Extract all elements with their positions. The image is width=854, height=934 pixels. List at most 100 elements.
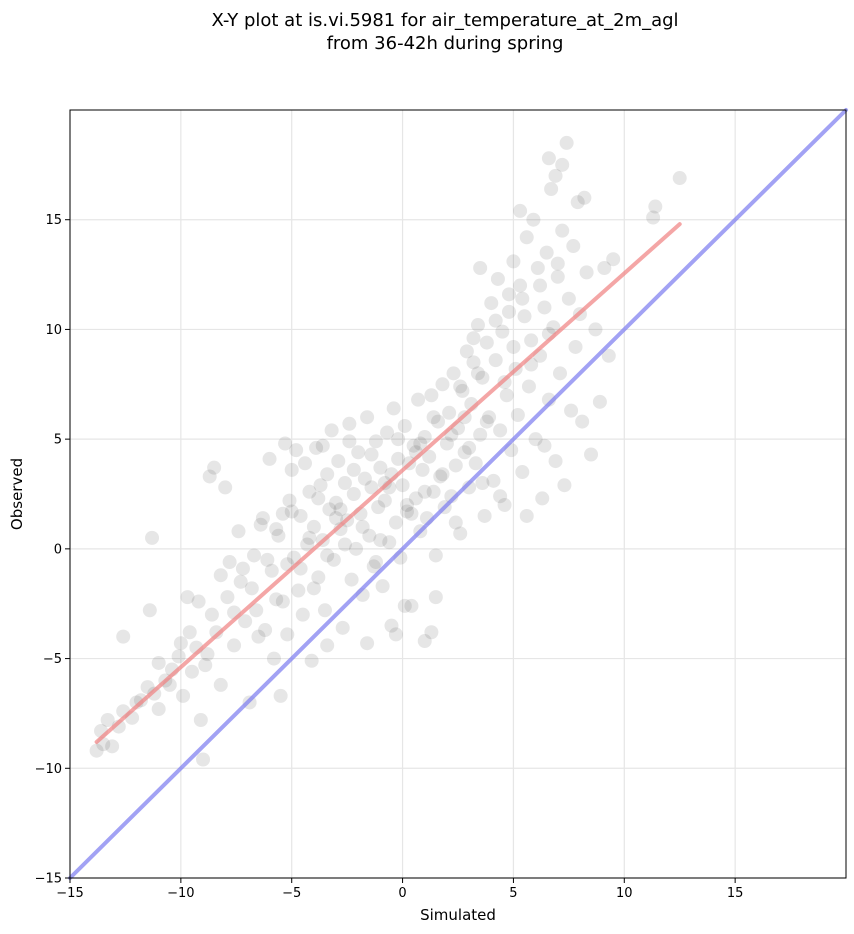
scatter-point — [397, 598, 412, 613]
scatter-point — [400, 497, 415, 512]
scatter-point — [213, 677, 228, 692]
scatter-point — [484, 296, 499, 311]
scatter-point — [298, 456, 313, 471]
scatter-point — [300, 537, 315, 552]
scatter-point — [366, 559, 381, 574]
scatter-point — [475, 370, 490, 385]
scatter-point — [413, 436, 428, 451]
scatter-point — [388, 627, 403, 642]
scatter-point — [435, 467, 450, 482]
scatter-point — [506, 339, 521, 354]
scatter-point — [253, 517, 268, 532]
scatter-point — [100, 713, 115, 728]
scatter-point — [459, 344, 474, 359]
scatter-point — [373, 533, 388, 548]
fit-lines — [68, 108, 848, 880]
scatter-point — [495, 324, 510, 339]
scatter-point — [597, 260, 612, 275]
scatter-point — [470, 318, 485, 333]
scatter-point — [282, 493, 297, 508]
scatter-point — [337, 476, 352, 491]
scatter-point — [320, 467, 335, 482]
scatter-point — [386, 401, 401, 416]
scatter-point — [439, 436, 454, 451]
scatter-point — [306, 581, 321, 596]
scatter-point — [184, 664, 199, 679]
scatter-point — [182, 625, 197, 640]
scatter-point — [530, 260, 545, 275]
scatter-point — [555, 223, 570, 238]
scatter-point — [400, 504, 415, 519]
scatter-point — [302, 530, 317, 545]
scatter-point — [431, 414, 446, 429]
scatter-point — [349, 541, 364, 556]
scatter-point — [331, 454, 346, 469]
y-axis: −15 −10 −5 0 5 10 15 — [35, 213, 70, 887]
scatter-point — [329, 511, 344, 526]
scatter-point — [544, 181, 559, 196]
x-axis: −15 −10 −5 0 5 10 15 — [56, 878, 743, 901]
scatter-point — [526, 212, 541, 227]
scatter-point — [377, 493, 392, 508]
x-axis-label: Simulated — [420, 906, 496, 924]
scatter-point — [426, 410, 441, 425]
scatter-point — [490, 271, 505, 286]
scatter-point — [329, 495, 344, 510]
scatter-point — [448, 458, 463, 473]
x-tick-label: 15 — [727, 886, 744, 901]
scatter-point — [513, 278, 528, 293]
scatter-point — [251, 629, 266, 644]
regression-line — [94, 222, 682, 744]
scatter-point — [521, 379, 536, 394]
scatter-point — [457, 445, 472, 460]
scatter-point — [302, 484, 317, 499]
scatter-point — [408, 491, 423, 506]
scatter-point — [273, 688, 288, 703]
scatter-point — [368, 434, 383, 449]
scatter-point — [588, 322, 603, 337]
scatter-point — [233, 574, 248, 589]
scatter-point — [506, 254, 521, 269]
scatter-point — [411, 392, 426, 407]
grid — [69, 110, 846, 879]
scatter-point — [258, 623, 273, 638]
scatter-point — [235, 561, 250, 576]
scatter-point — [470, 366, 485, 381]
scatter-point — [324, 423, 339, 438]
scatter-point — [220, 590, 235, 605]
scatter-point — [238, 614, 253, 629]
scatter-point — [592, 394, 607, 409]
scatter-point — [446, 366, 461, 381]
scatter-point — [89, 743, 104, 758]
scatter-point — [278, 436, 293, 451]
scatter-point — [548, 454, 563, 469]
scatter-point — [284, 504, 299, 519]
identity-line — [68, 108, 848, 880]
scatter-point — [606, 252, 621, 267]
scatter-point — [473, 260, 488, 275]
scatter-point — [415, 462, 430, 477]
scatter-point — [493, 423, 508, 438]
scatter-point — [524, 333, 539, 348]
scatter-point — [362, 528, 377, 543]
x-tick-label: 5 — [509, 886, 517, 901]
scatter-point — [346, 487, 361, 501]
scatter-point — [395, 478, 410, 493]
scatter-point — [222, 555, 237, 570]
scatter-point — [559, 135, 574, 150]
scatter-point — [355, 519, 370, 534]
scatter-point — [528, 432, 543, 447]
chart-title: X-Y plot at is.vi.5981 for air_temperatu… — [211, 10, 678, 31]
scatter-point — [320, 638, 335, 653]
y-axis-label: Observed — [8, 458, 26, 530]
scatter-point — [315, 438, 330, 453]
scatter-point — [260, 552, 275, 567]
scatter-point — [171, 649, 186, 664]
scatter-point — [382, 535, 397, 550]
scatter-point — [264, 563, 279, 578]
scatter-point — [648, 199, 663, 214]
scatter-point — [537, 300, 552, 315]
scatter-point — [207, 460, 222, 475]
scatter-point — [227, 638, 242, 653]
scatter-point — [269, 592, 284, 607]
